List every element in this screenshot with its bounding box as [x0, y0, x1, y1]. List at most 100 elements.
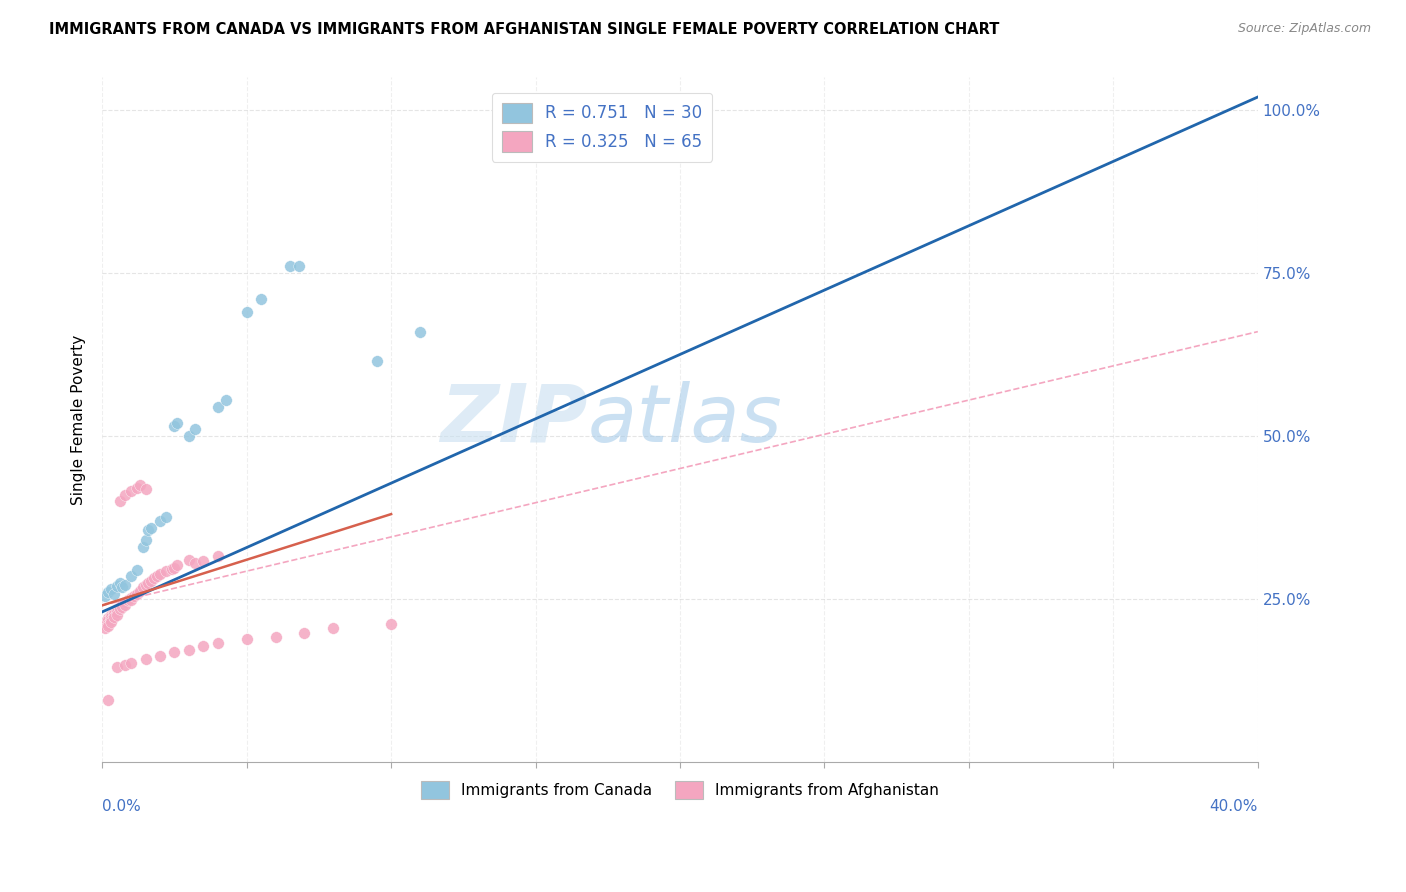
- Point: [100, 582, 122, 596]
- Point: [111, 597, 134, 611]
- Point: [294, 625, 316, 640]
- Point: [108, 494, 131, 508]
- Point: [149, 514, 172, 528]
- Point: [94, 621, 117, 635]
- Point: [114, 487, 136, 501]
- Point: [138, 575, 160, 590]
- Point: [94, 618, 117, 632]
- Point: [100, 610, 122, 624]
- Point: [94, 615, 117, 629]
- Point: [524, 110, 547, 124]
- Point: [120, 656, 142, 670]
- Point: [135, 533, 157, 548]
- Point: [108, 575, 131, 590]
- Point: [114, 577, 136, 591]
- Point: [193, 639, 215, 653]
- Point: [120, 484, 142, 499]
- Point: [366, 354, 388, 368]
- Point: [149, 567, 172, 582]
- Point: [143, 571, 166, 585]
- Point: [117, 593, 139, 607]
- Point: [149, 649, 172, 664]
- Point: [183, 422, 205, 436]
- Point: [97, 613, 120, 627]
- Point: [114, 595, 136, 609]
- Point: [146, 569, 169, 583]
- Point: [120, 591, 142, 605]
- Point: [235, 305, 257, 319]
- Text: 0.0%: 0.0%: [103, 799, 141, 814]
- Point: [131, 540, 153, 554]
- Point: [94, 589, 117, 603]
- Text: Source: ZipAtlas.com: Source: ZipAtlas.com: [1237, 22, 1371, 36]
- Legend: Immigrants from Canada, Immigrants from Afghanistan: Immigrants from Canada, Immigrants from …: [415, 774, 945, 805]
- Point: [97, 611, 120, 625]
- Point: [322, 621, 344, 635]
- Point: [131, 580, 153, 594]
- Point: [120, 593, 142, 607]
- Point: [235, 632, 257, 647]
- Point: [166, 416, 188, 430]
- Point: [105, 660, 128, 674]
- Point: [105, 601, 128, 615]
- Point: [177, 429, 200, 443]
- Point: [122, 589, 145, 603]
- Point: [105, 605, 128, 619]
- Point: [125, 481, 148, 495]
- Point: [135, 483, 157, 497]
- Text: IMMIGRANTS FROM CANADA VS IMMIGRANTS FROM AFGHANISTAN SINGLE FEMALE POVERTY CORR: IMMIGRANTS FROM CANADA VS IMMIGRANTS FRO…: [49, 22, 1000, 37]
- Point: [97, 616, 120, 631]
- Point: [409, 325, 432, 339]
- Point: [100, 613, 122, 627]
- Point: [141, 521, 163, 535]
- Point: [105, 608, 128, 623]
- Point: [207, 549, 229, 564]
- Point: [155, 565, 177, 579]
- Point: [97, 693, 120, 707]
- Point: [108, 602, 131, 616]
- Point: [100, 608, 122, 623]
- Point: [97, 619, 120, 633]
- Point: [103, 587, 125, 601]
- Point: [103, 610, 125, 624]
- Text: 40.0%: 40.0%: [1209, 799, 1258, 814]
- Point: [141, 574, 163, 588]
- Point: [160, 562, 183, 576]
- Point: [155, 510, 177, 524]
- Point: [135, 652, 157, 666]
- Point: [163, 560, 186, 574]
- Point: [97, 585, 120, 599]
- Point: [287, 260, 309, 274]
- Point: [128, 477, 150, 491]
- Point: [114, 599, 136, 613]
- Point: [105, 579, 128, 593]
- Point: [125, 562, 148, 576]
- Point: [111, 580, 134, 594]
- Point: [264, 630, 287, 644]
- Point: [103, 607, 125, 622]
- Point: [103, 605, 125, 619]
- Point: [215, 392, 238, 407]
- Point: [135, 577, 157, 591]
- Point: [177, 642, 200, 657]
- Point: [100, 615, 122, 629]
- Point: [120, 569, 142, 583]
- Point: [193, 554, 215, 568]
- Point: [111, 599, 134, 614]
- Point: [177, 553, 200, 567]
- Point: [138, 524, 160, 538]
- Point: [163, 645, 186, 659]
- Point: [166, 558, 188, 572]
- Point: [278, 260, 301, 274]
- Point: [207, 636, 229, 650]
- Point: [108, 599, 131, 614]
- Point: [183, 556, 205, 570]
- Point: [250, 292, 273, 306]
- Point: [114, 658, 136, 673]
- Point: [530, 112, 553, 127]
- Point: [207, 400, 229, 414]
- Text: atlas: atlas: [588, 381, 782, 458]
- Point: [125, 587, 148, 601]
- Point: [163, 419, 186, 434]
- Point: [380, 616, 402, 631]
